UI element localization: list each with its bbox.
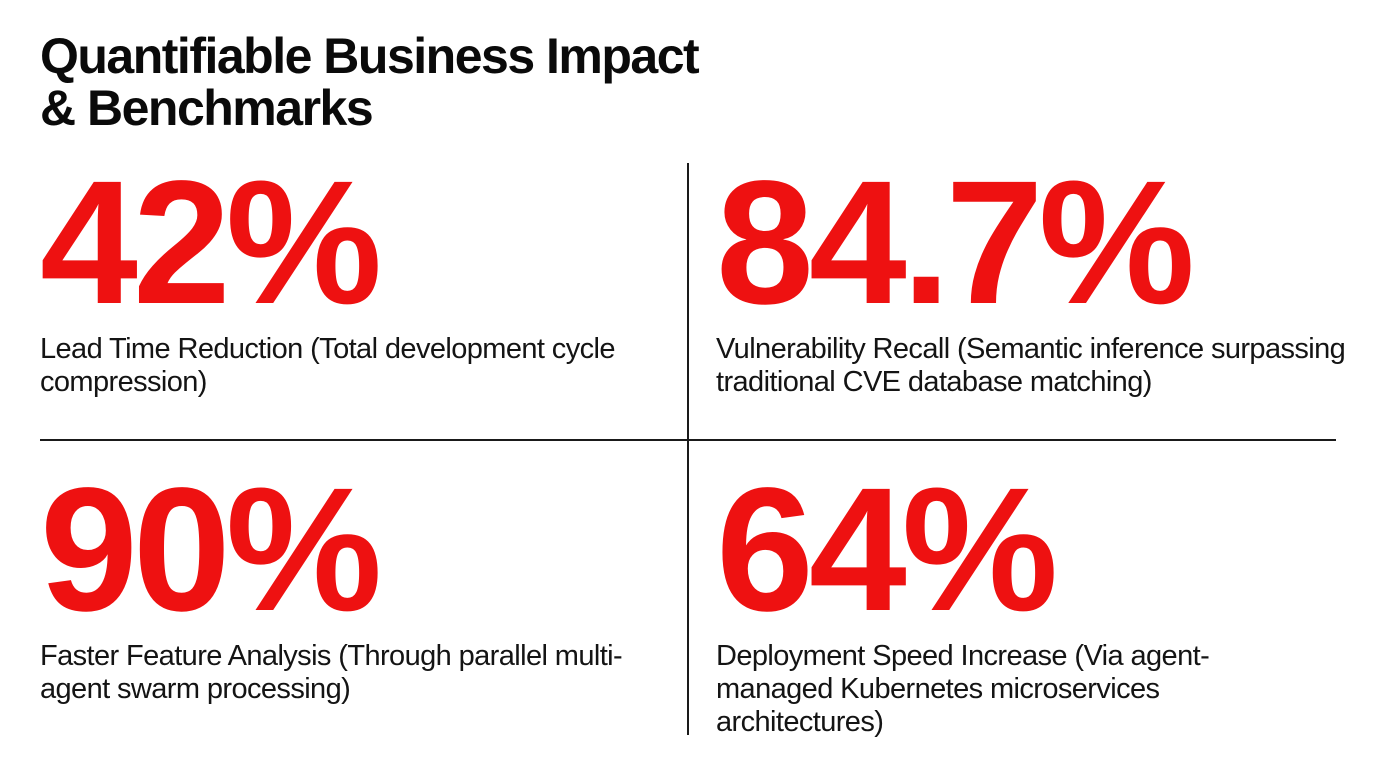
metric-value: 42% [40,145,382,341]
metric-card-feature-analysis: 90% Faster Feature Analysis (Through par… [40,452,670,706]
page-title-line-1: Quantifiable Business Impact [40,28,700,84]
metric-value: 90% [40,452,382,648]
page-title: Quantifiable Business Impact & Benchmark… [40,28,700,136]
metric-card-vulnerability-recall: 84.7% Vulnerability Recall (Semantic inf… [716,145,1346,399]
page-title-line-2: & Benchmarks [40,80,374,136]
metric-card-lead-time: 42% Lead Time Reduction (Total developme… [40,145,670,399]
vertical-divider [687,163,689,735]
metric-description: Lead Time Reduction (Total development c… [40,333,615,398]
metric-description: Faster Feature Analysis (Through paralle… [40,640,623,705]
metric-description: Deployment Speed Increase (Via agent-man… [716,640,1210,738]
metric-card-deployment-speed: 64% Deployment Speed Increase (Via agent… [716,452,1346,739]
metric-value: 84.7% [716,145,1195,341]
metric-description: Vulnerability Recall (Semantic inference… [716,333,1346,398]
horizontal-divider [40,439,1336,441]
metric-value: 64% [716,452,1058,648]
